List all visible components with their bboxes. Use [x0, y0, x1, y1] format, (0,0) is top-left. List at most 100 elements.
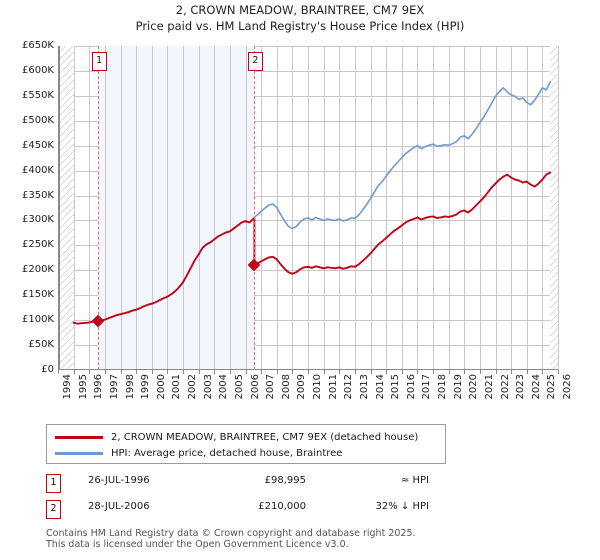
x-axis-tick — [167, 370, 169, 374]
x-tick-label: 2006 — [249, 374, 261, 400]
table-row: 1 26-JUL-1996 £98,995 ≈ HPI — [46, 472, 466, 498]
gridline-vertical — [229, 46, 231, 370]
table-row: 2 28-JUL-2006 £210,000 32% ↓ HPI — [46, 498, 466, 524]
highlight-band — [98, 46, 255, 370]
x-axis-tick — [323, 370, 325, 374]
transaction-hpi-relation-2: 32% ↓ HPI — [375, 501, 429, 512]
legend-swatch-price-paid — [55, 435, 103, 439]
x-tick-label: 2022 — [499, 374, 511, 400]
y-axis-labels: £0 £50K £100K £150K £200K £250K £300K £350K £400… — [0, 41, 54, 375]
x-tick-label: 2021 — [483, 374, 495, 400]
x-tick-label: 2003 — [202, 374, 214, 400]
x-tick-label: 1994 — [62, 374, 73, 400]
x-tick-label: 2001 — [171, 374, 183, 400]
gridline-vertical — [308, 46, 309, 370]
transaction-price-2: £210,000 — [258, 501, 306, 512]
x-tick-label: 2012 — [343, 374, 355, 400]
y-tick-label: £200K — [21, 264, 54, 276]
gridline-vertical — [292, 46, 294, 370]
legend-item-hpi: HPI: Average price, detached house, Brai… — [55, 445, 342, 461]
x-axis-tick — [120, 370, 122, 374]
x-axis-tick — [276, 370, 278, 374]
gridline-vertical — [433, 46, 434, 370]
y-tick-label: £0 — [41, 364, 54, 375]
y-tick-label: £50K — [28, 339, 54, 351]
series-line-price-paid — [72, 171, 552, 325]
x-axis-tick — [401, 370, 403, 374]
x-tick-label: 2015 — [390, 374, 402, 400]
gridline-vertical — [214, 46, 216, 370]
x-axis-tick — [542, 370, 544, 374]
gridline-vertical — [104, 46, 106, 370]
x-axis-tick — [526, 370, 528, 374]
legend-item-price-paid: 2, CROWN MEADOW, BRAINTREE, CM7 9EX (det… — [55, 429, 418, 445]
x-tick-label: 2000 — [155, 374, 167, 400]
x-axis-tick — [245, 370, 247, 374]
x-axis-tick — [183, 370, 184, 374]
gridline-vertical — [511, 46, 513, 370]
x-tick-label: 2024 — [530, 374, 542, 400]
series-line-hpi — [253, 81, 551, 230]
no-data-hatch — [58, 46, 74, 370]
gridline-vertical — [417, 46, 419, 370]
gridline-vertical — [558, 46, 559, 370]
x-axis-tick — [354, 370, 356, 374]
y-tick-label: £150K — [21, 289, 54, 301]
annotation-flag-2[interactable]: 2 — [247, 52, 263, 71]
annotation-vline-2 — [254, 46, 256, 370]
x-tick-label: 1996 — [93, 374, 105, 400]
annotation-flag-1[interactable]: 1 — [91, 52, 107, 71]
transaction-price-1: £98,995 — [264, 475, 306, 486]
x-axis-tick — [151, 370, 153, 374]
x-axis-tick — [73, 370, 75, 374]
gridline-vertical — [136, 46, 138, 370]
x-axis-tick — [198, 370, 200, 374]
x-axis-tick — [89, 370, 91, 374]
x-tick-label: 2005 — [233, 374, 245, 400]
y-tick-label: £350K — [21, 189, 54, 201]
gridline-vertical — [323, 46, 325, 370]
gridline-vertical — [73, 46, 75, 370]
x-axis-tick — [448, 370, 450, 374]
y-tick-label: £550K — [21, 89, 54, 101]
y-tick-label: £400K — [21, 164, 54, 176]
x-axis-tick — [104, 370, 106, 374]
x-tick-label: 2009 — [296, 374, 308, 400]
gridline-vertical — [354, 46, 356, 370]
x-tick-label: 2008 — [280, 374, 292, 400]
transaction-index-2: 2 — [46, 500, 61, 519]
gridline-vertical — [495, 46, 497, 370]
x-axis-tick — [58, 370, 59, 374]
x-axis-tick — [479, 370, 481, 374]
gridline-vertical — [526, 46, 528, 370]
x-axis-tick — [495, 370, 497, 374]
x-tick-label: 2007 — [265, 374, 277, 400]
x-tick-label: 2026 — [562, 374, 573, 400]
x-tick-label: 2014 — [374, 374, 386, 400]
gridline-vertical — [198, 46, 200, 370]
x-tick-label: 2016 — [405, 374, 417, 400]
x-tick-label: 2023 — [515, 374, 527, 400]
y-tick-label: £500K — [21, 114, 54, 126]
transaction-hpi-relation-1: ≈ HPI — [400, 475, 429, 486]
x-tick-label: 2011 — [327, 374, 339, 400]
x-tick-label: 2025 — [546, 374, 558, 400]
x-tick-label: 2013 — [358, 374, 370, 400]
x-axis-tick — [511, 370, 513, 374]
y-tick-label: £600K — [21, 64, 54, 76]
x-tick-label: 1995 — [77, 374, 89, 400]
x-tick-label: 2004 — [218, 374, 230, 400]
x-axis-labels: 1994 1995 1996 1997 1998 1999 2000 2001 2002 2003… — [58, 374, 573, 410]
footer-line-2: This data is licensed under the Open Gov… — [46, 539, 349, 550]
x-axis-tick — [386, 370, 388, 374]
x-axis-tick — [214, 370, 216, 374]
gridline-vertical — [167, 46, 169, 370]
x-tick-label: 1997 — [108, 374, 120, 400]
transaction-date-1: 26-JUL-1996 — [88, 475, 150, 486]
x-axis-tick — [292, 370, 294, 374]
no-data-hatch — [550, 46, 558, 370]
footer-attribution: Contains HM Land Registry data © Crown c… — [46, 528, 566, 550]
gridline-vertical — [370, 46, 372, 370]
gridline-vertical — [245, 46, 247, 370]
